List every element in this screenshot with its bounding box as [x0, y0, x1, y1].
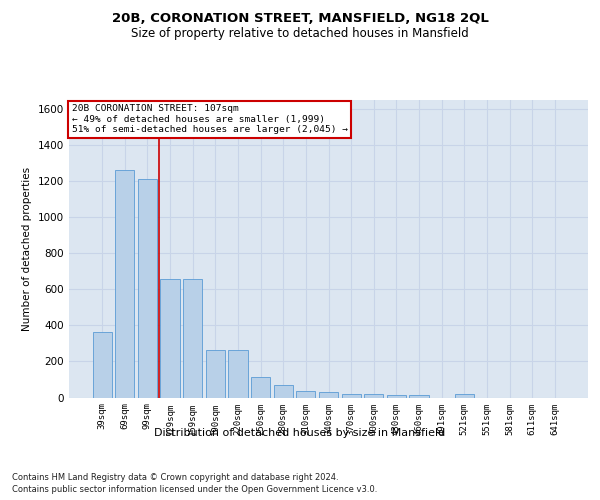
Bar: [206, 350, 225, 398]
Bar: [138, 180, 157, 398]
Bar: [296, 390, 316, 398]
Bar: [229, 350, 248, 398]
Bar: [160, 278, 180, 398]
Bar: [115, 170, 134, 398]
Bar: [319, 392, 338, 398]
Bar: [364, 394, 383, 398]
Text: Contains public sector information licensed under the Open Government Licence v3: Contains public sector information licen…: [12, 485, 377, 494]
Y-axis label: Number of detached properties: Number of detached properties: [22, 166, 32, 331]
Bar: [387, 395, 406, 398]
Bar: [341, 394, 361, 398]
Text: 20B CORONATION STREET: 107sqm
← 49% of detached houses are smaller (1,999)
51% o: 20B CORONATION STREET: 107sqm ← 49% of d…: [71, 104, 347, 134]
Text: Contains HM Land Registry data © Crown copyright and database right 2024.: Contains HM Land Registry data © Crown c…: [12, 472, 338, 482]
Text: Distribution of detached houses by size in Mansfield: Distribution of detached houses by size …: [154, 428, 446, 438]
Text: Size of property relative to detached houses in Mansfield: Size of property relative to detached ho…: [131, 28, 469, 40]
Bar: [274, 386, 293, 398]
Bar: [183, 278, 202, 398]
Bar: [92, 332, 112, 398]
Bar: [251, 378, 270, 398]
Bar: [409, 395, 428, 398]
Text: 20B, CORONATION STREET, MANSFIELD, NG18 2QL: 20B, CORONATION STREET, MANSFIELD, NG18 …: [112, 12, 488, 26]
Bar: [455, 394, 474, 398]
